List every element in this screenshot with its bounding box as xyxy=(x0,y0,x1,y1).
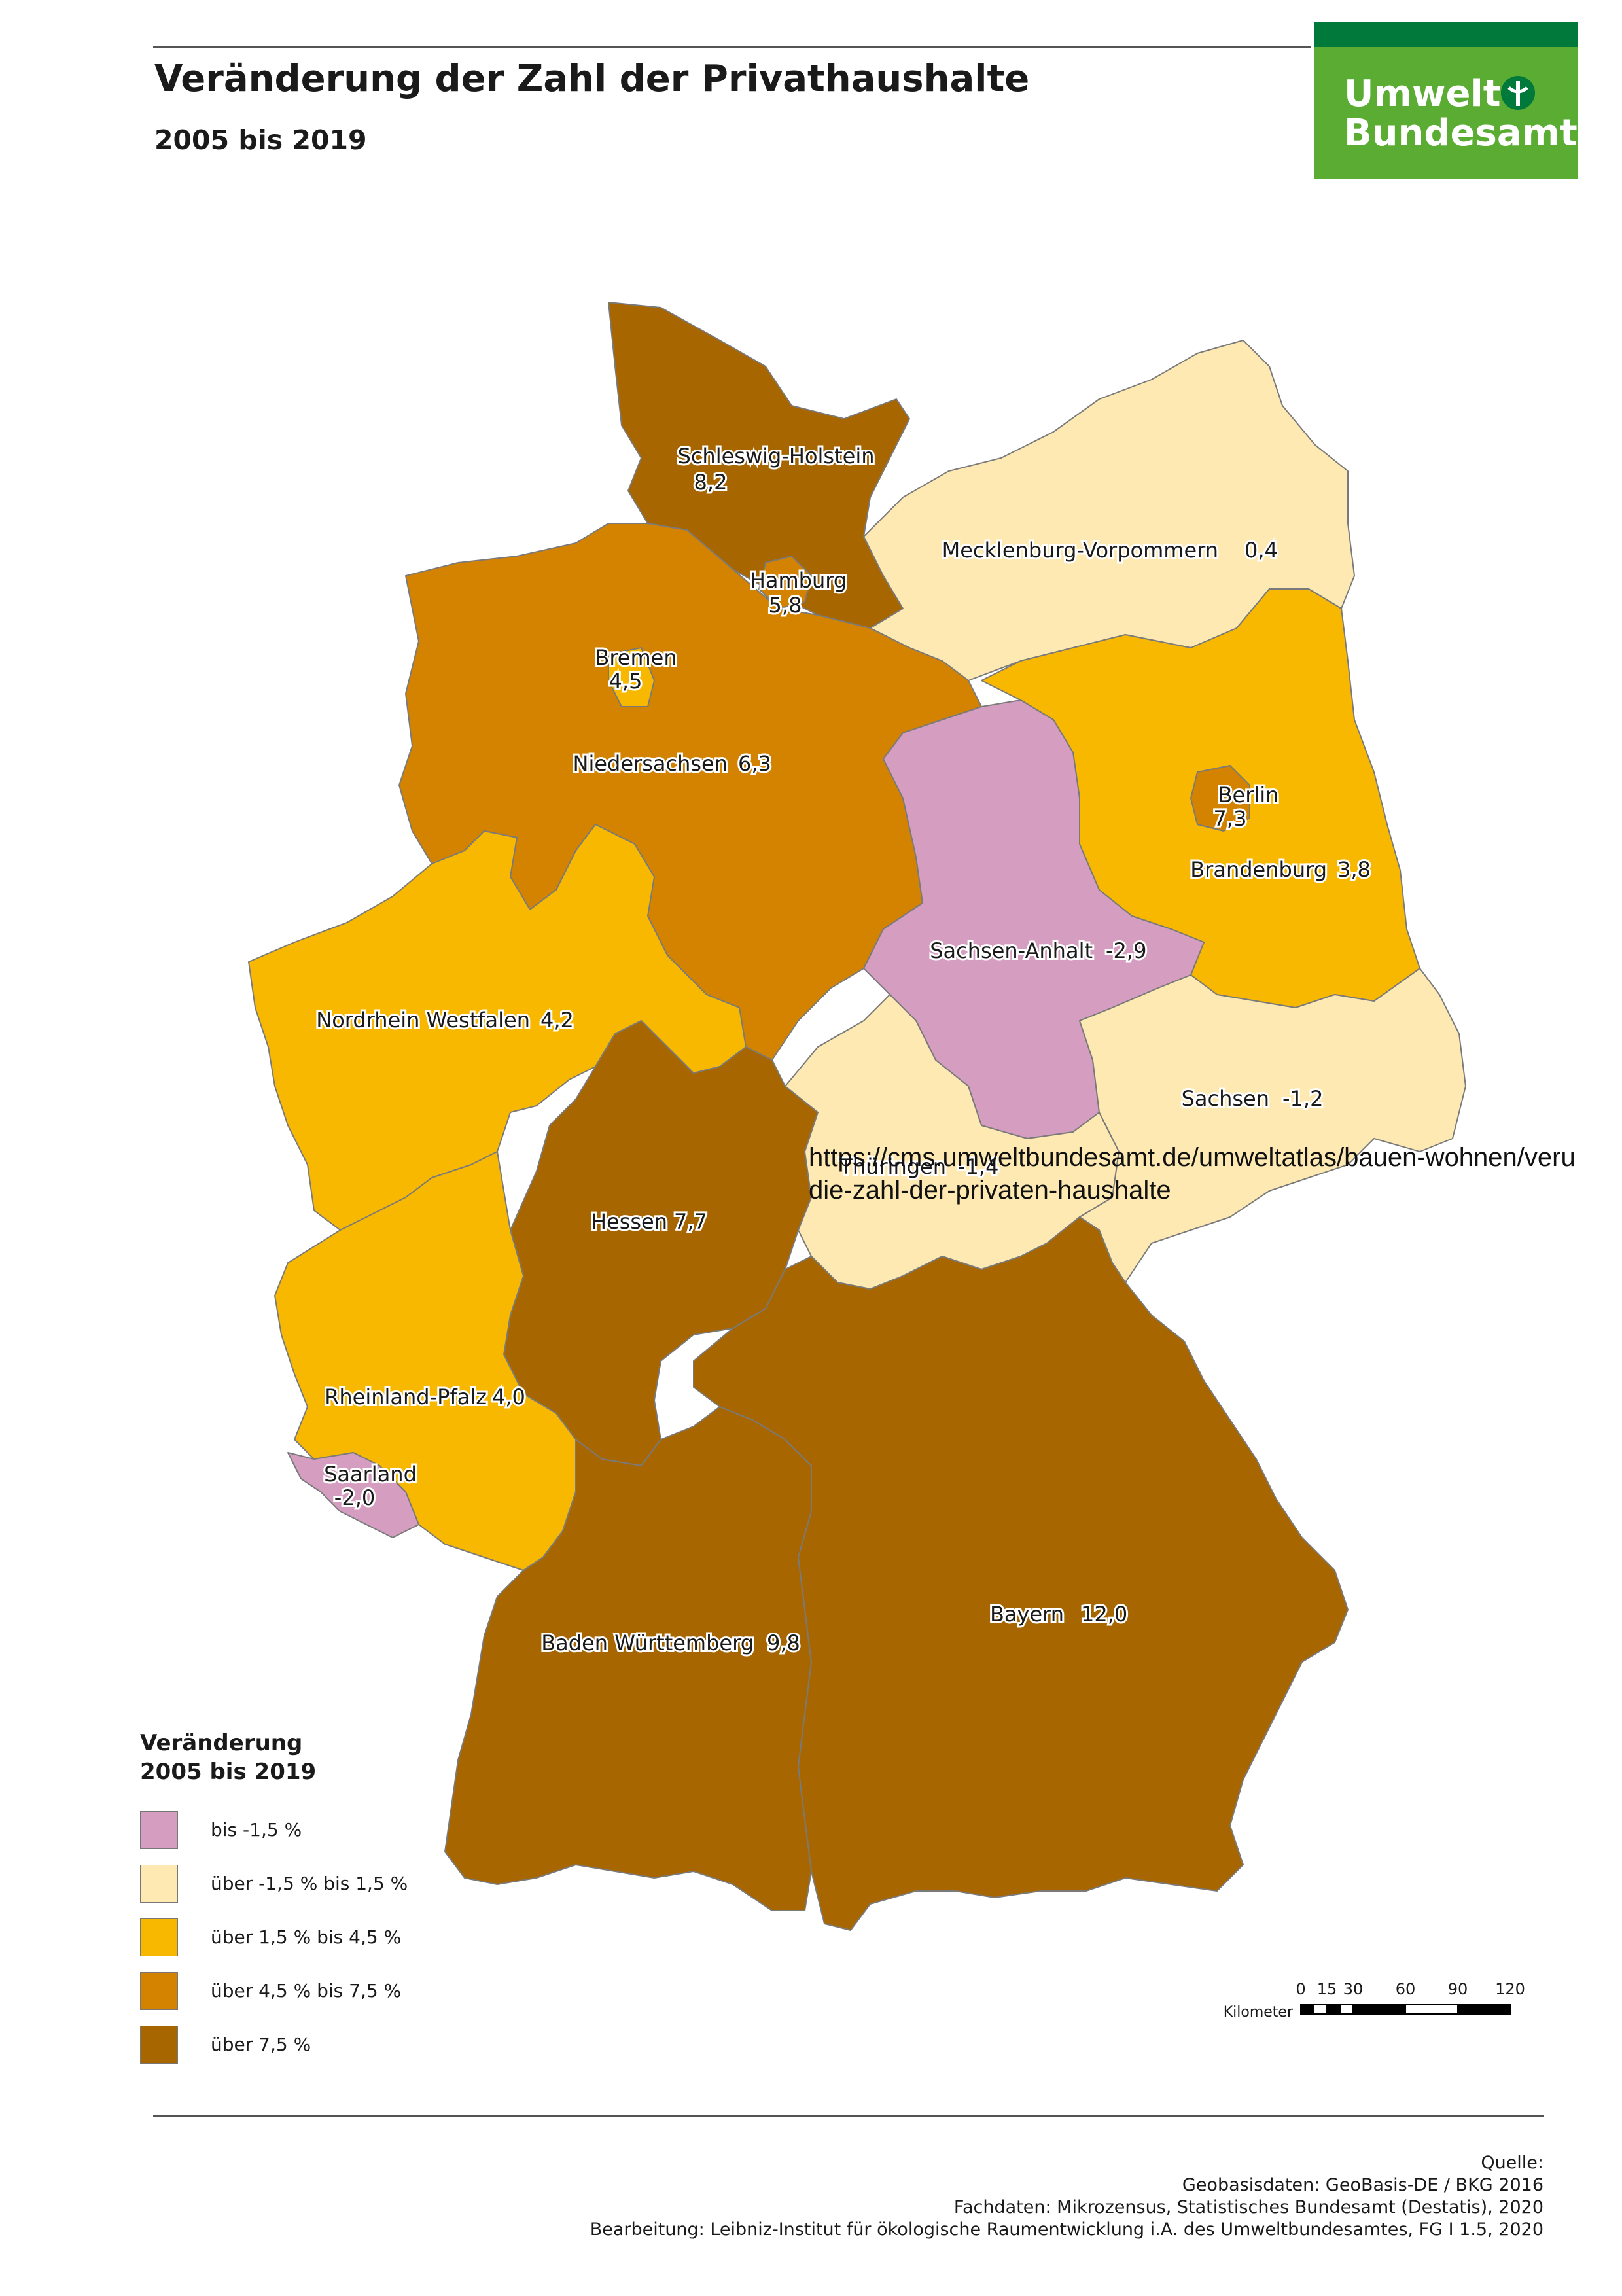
legend-swatch-3 xyxy=(140,1918,178,1956)
label-bremen-name: Bremen xyxy=(595,645,677,670)
legend-swatch-2 xyxy=(140,1865,178,1903)
legend-label-5: über 7,5 % xyxy=(211,2034,311,2055)
state-hamburg[interactable] xyxy=(758,556,812,609)
legend-label-2: über -1,5 % bis 1,5 % xyxy=(211,1873,408,1894)
legend-swatch-5 xyxy=(140,2026,178,2064)
logo-top-bar xyxy=(1314,22,1578,47)
label-bayern-value: 12,0 xyxy=(1081,1602,1127,1627)
scale-tick-30: 30 xyxy=(1343,1980,1364,1998)
source-heading: Quelle: xyxy=(1481,2153,1543,2173)
label-brandenburg-name: Brandenburg xyxy=(1190,857,1327,882)
scale-tick-120: 120 xyxy=(1495,1980,1525,1998)
scale-tick-15: 15 xyxy=(1317,1980,1337,1998)
state-sachsen[interactable] xyxy=(1079,968,1466,1283)
label-nordrhein-westfalen-value: 4,2 xyxy=(540,1008,574,1033)
label-schleswig-holstein-value: 8,2 xyxy=(694,470,728,495)
map-title: Veränderung der Zahl der Privathaushalte xyxy=(154,58,1030,100)
state-saarland[interactable] xyxy=(287,1452,419,1538)
state-bayern[interactable] xyxy=(693,1216,1349,1931)
scale-tick-60: 60 xyxy=(1396,1980,1416,1998)
label-nordrhein-westfalen-name: Nordrhein Westfalen xyxy=(316,1008,530,1033)
label-hessen-name: Hessen xyxy=(591,1209,667,1234)
logo-text-line1: Umwelt xyxy=(1344,73,1501,115)
legend-title: Veränderung 2005 bis 2019 xyxy=(140,1729,316,1786)
label-saarland-value: -2,0 xyxy=(334,1485,375,1510)
label-rheinland-pfalz-name: Rheinland-Pfalz xyxy=(325,1385,487,1409)
legend-label-1: bis -1,5 % xyxy=(211,1819,302,1841)
uba-logo: Umwelt Bundesamt xyxy=(1314,22,1578,179)
label-schleswig-holstein-name: Schleswig-Holstein xyxy=(678,444,875,468)
label-niedersachsen-value: 6,3 xyxy=(738,751,771,776)
label-hessen-value: 7,7 xyxy=(674,1209,707,1234)
label-sachsen-value: -1,2 xyxy=(1282,1086,1323,1111)
legend-label-3: über 1,5 % bis 4,5 % xyxy=(211,1926,402,1948)
label-bayern-name: Bayern xyxy=(990,1602,1064,1627)
legend-label-4: über 4,5 % bis 7,5 % xyxy=(211,1980,402,2002)
label-mecklenburg-vorpommern-name: Mecklenburg-Vorpommern xyxy=(942,538,1218,563)
source-line-bearbeitung: Bearbeitung: Leibniz-Institut für ökolog… xyxy=(590,2219,1543,2240)
logo-text-line2: Bundesamt xyxy=(1344,112,1578,154)
label-hamburg-value: 5,8 xyxy=(769,593,802,618)
label-sachsen-name: Sachsen xyxy=(1182,1086,1269,1111)
label-rheinland-pfalz-value: 4,0 xyxy=(492,1385,525,1409)
header-rule xyxy=(153,46,1311,48)
legend-title-line2: 2005 bis 2019 xyxy=(140,1759,317,1785)
label-niedersachsen-name: Niedersachsen xyxy=(573,751,728,776)
overlay-url-line1: https://cms.umweltbundesamt.de/umweltatl… xyxy=(809,1143,1576,1172)
label-sachsen-anhalt-value: -2,9 xyxy=(1106,938,1146,963)
label-baden-wuerttemberg-name: Baden Württemberg xyxy=(541,1631,754,1655)
scale-tick-90: 90 xyxy=(1448,1980,1468,1998)
legend-swatch-4 xyxy=(140,1972,178,2010)
overlay-url-line2: die-zahl-der-privaten-haushalte xyxy=(809,1176,1171,1205)
label-thueringen-value: -1,4 xyxy=(958,1154,998,1179)
label-hamburg-name: Hamburg xyxy=(750,568,847,593)
legend-swatch-1 xyxy=(140,1811,178,1849)
label-saarland-name: Saarland xyxy=(324,1462,417,1487)
map-subtitle: 2005 bis 2019 xyxy=(154,124,367,156)
source-line-fachdaten: Fachdaten: Mikrozensus, Statistisches Bu… xyxy=(953,2197,1543,2217)
state-berlin[interactable] xyxy=(1190,765,1250,832)
label-brandenburg-value: 3,8 xyxy=(1337,857,1371,882)
label-mecklenburg-vorpommern-value: 0,4 xyxy=(1244,538,1278,563)
scale-unit-label: Kilometer xyxy=(1224,2004,1294,2021)
label-baden-wuerttemberg-value: 9,8 xyxy=(767,1631,800,1655)
footer-rule xyxy=(153,2115,1544,2117)
source-line-geobasis: Geobasisdaten: GeoBasis-DE / BKG 2016 xyxy=(1182,2175,1543,2195)
label-berlin-name: Berlin xyxy=(1218,783,1279,807)
label-thueringen-name: Thüringen xyxy=(839,1154,946,1179)
state-bremen[interactable] xyxy=(608,647,655,707)
label-bremen-value: 4,5 xyxy=(609,669,643,694)
scale-tick-0: 0 xyxy=(1296,1980,1305,1998)
overlay-url[interactable]: https://cms.umweltbundesamt.de/umweltatl… xyxy=(809,1141,1576,1207)
legend-title-line1: Veränderung xyxy=(140,1730,303,1756)
label-berlin-value: 7,3 xyxy=(1214,806,1247,831)
label-sachsen-anhalt-name: Sachsen-Anhalt xyxy=(930,938,1093,963)
scale-bar: 0 15 30 60 90 120 Kilometer xyxy=(1224,1980,1525,2021)
tree-icon xyxy=(1501,76,1535,110)
